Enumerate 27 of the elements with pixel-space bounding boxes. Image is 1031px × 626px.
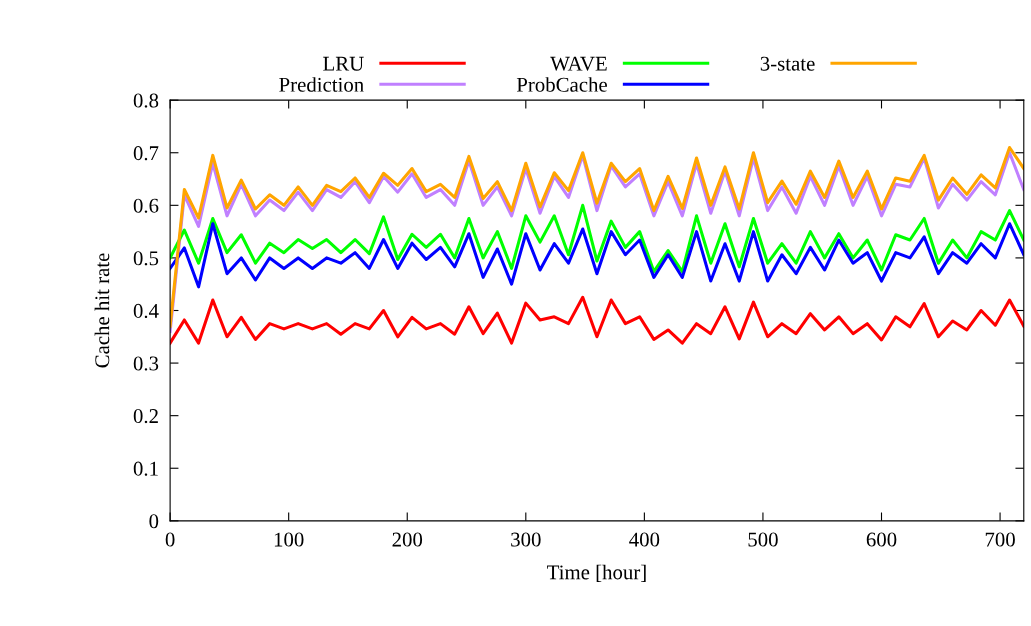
y-tick-label: 0.1	[133, 461, 158, 476]
y-tick-label: 0.3	[133, 356, 159, 371]
legend-label: WAVE	[550, 56, 607, 71]
y-tick-label: 0	[149, 514, 159, 529]
x-tick-label: 500	[748, 532, 778, 547]
x-axis-title: Time [hour]	[547, 564, 646, 582]
legend-label: LRU	[323, 56, 364, 71]
legend-label: Prediction	[279, 77, 364, 92]
y-tick-label: 0.2	[133, 409, 158, 424]
legend-label: 3-state	[760, 56, 815, 71]
legend-label: ProbCache	[516, 77, 607, 92]
line-series	[170, 203, 1024, 274]
x-tick-label: 100	[274, 532, 304, 547]
y-tick-label: 0.8	[133, 93, 159, 108]
y-tick-label: 0.5	[133, 251, 159, 266]
line-series	[170, 295, 1024, 345]
x-tick-label: 700	[985, 532, 1015, 547]
y-tick-label: 0.4	[133, 303, 159, 319]
x-tick-label: 0	[165, 532, 175, 547]
x-tick-label: 200	[392, 532, 423, 547]
x-tick-label: 300	[511, 532, 541, 547]
x-tick-label: 600	[866, 532, 897, 547]
y-tick-label: 0.6	[133, 198, 159, 213]
y-tick-label: 0.7	[133, 146, 159, 161]
x-tick-label: 400	[629, 532, 660, 547]
line-series	[170, 222, 1024, 289]
y-axis-title: Cache hit rate	[94, 253, 110, 368]
